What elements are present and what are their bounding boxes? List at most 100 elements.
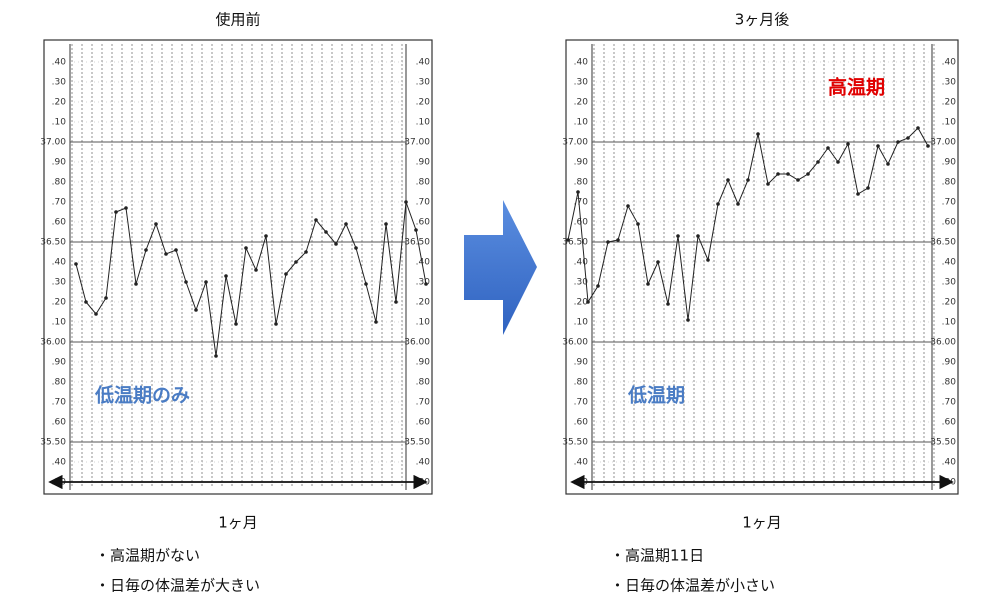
data-point <box>104 296 108 300</box>
y2-tick-label: .60 <box>416 218 431 228</box>
y-tick-label: .60 <box>574 418 589 428</box>
data-point <box>596 284 600 288</box>
x-axis-label: 1ヶ月 <box>742 514 782 532</box>
y-tick-label: .80 <box>52 178 67 188</box>
data-point <box>374 320 378 324</box>
data-point <box>394 300 398 304</box>
data-point <box>716 202 720 206</box>
data-point <box>616 238 620 242</box>
y-tick-label: .10 <box>574 318 589 328</box>
y2-tick-label: .40 <box>416 458 431 468</box>
y2-tick-label: 35.50 <box>930 438 956 448</box>
y2-tick-label: 36.00 <box>930 338 956 348</box>
data-point <box>606 240 610 244</box>
y-tick-label: .20 <box>52 298 67 308</box>
y2-tick-label: .80 <box>942 178 957 188</box>
data-point <box>94 312 98 316</box>
y2-tick-label: 36.50 <box>930 238 956 248</box>
y-tick-label: .40 <box>52 258 67 268</box>
y-tick-label: 36.50 <box>562 238 588 248</box>
y-tick-label: .70 <box>52 398 67 408</box>
note: ・高温期がない <box>95 547 200 565</box>
chart-frame <box>43 39 433 495</box>
note: ・日毎の体温差が大きい <box>95 577 260 595</box>
data-point <box>916 126 920 130</box>
y2-tick-label: .40 <box>416 58 431 68</box>
y-tick-label: .70 <box>52 198 67 208</box>
y-tick-label: 36.00 <box>562 338 588 348</box>
data-point <box>124 206 128 210</box>
y2-tick-label: .20 <box>942 98 957 108</box>
data-point <box>906 136 910 140</box>
data-point <box>384 222 388 226</box>
y2-tick-label: .70 <box>942 398 957 408</box>
y-tick-label: .80 <box>574 178 589 188</box>
data-point <box>776 172 780 176</box>
y-tick-label: .80 <box>574 378 589 388</box>
data-point <box>274 322 278 326</box>
data-point <box>154 222 158 226</box>
y2-tick-label: 36.50 <box>404 238 430 248</box>
y2-tick-label: .60 <box>942 418 957 428</box>
data-point <box>194 308 198 312</box>
y2-tick-label: 37.00 <box>404 138 430 148</box>
data-point <box>144 248 148 252</box>
data-point <box>314 218 318 222</box>
y2-tick-label: .20 <box>942 298 957 308</box>
data-point <box>284 272 288 276</box>
data-point <box>254 268 258 272</box>
data-point <box>846 142 850 146</box>
y2-tick-label: 36.00 <box>404 338 430 348</box>
data-point <box>826 146 830 150</box>
y2-tick-label: .10 <box>942 318 957 328</box>
y2-tick-label: .70 <box>416 198 431 208</box>
data-point <box>686 318 690 322</box>
x-axis-label: 1ヶ月 <box>218 514 258 532</box>
y2-tick-label: .30 <box>416 78 431 88</box>
data-point <box>364 282 368 286</box>
y-tick-label: .20 <box>574 98 589 108</box>
data-point <box>74 262 78 266</box>
y2-tick-label: .60 <box>942 218 957 228</box>
y-tick-label: .90 <box>52 358 67 368</box>
y2-tick-label: .60 <box>416 418 431 428</box>
y-tick-label: 36.00 <box>40 338 66 348</box>
data-point <box>184 280 188 284</box>
annotation: 低温期 <box>627 384 685 407</box>
data-point <box>84 300 88 304</box>
data-point <box>174 248 178 252</box>
y-tick-label: .20 <box>52 98 67 108</box>
data-point <box>234 322 238 326</box>
y2-tick-label: .70 <box>416 398 431 408</box>
y-tick-label: .30 <box>574 278 589 288</box>
y-tick-label: .40 <box>574 58 589 68</box>
data-point <box>676 234 680 238</box>
y-tick-label: .10 <box>574 118 589 128</box>
y-tick-label: .10 <box>52 318 67 328</box>
y-tick-label: .40 <box>52 58 67 68</box>
data-point <box>866 186 870 190</box>
data-point <box>646 282 650 286</box>
data-point <box>164 252 168 256</box>
y-tick-label: .40 <box>574 258 589 268</box>
data-point <box>726 178 730 182</box>
data-point <box>886 162 890 166</box>
data-point <box>344 222 348 226</box>
y-tick-label: .10 <box>52 118 67 128</box>
note: ・高温期11日 <box>610 547 704 565</box>
y2-tick-label: .80 <box>942 378 957 388</box>
y-tick-label: .90 <box>52 158 67 168</box>
y2-tick-label: .90 <box>942 158 957 168</box>
y2-tick-label: 35.50 <box>404 438 430 448</box>
y2-tick-label: .20 <box>416 298 431 308</box>
data-point <box>656 260 660 264</box>
y2-tick-label: 37.00 <box>930 138 956 148</box>
data-point <box>414 228 418 232</box>
y2-tick-label: .30 <box>416 278 431 288</box>
y-tick-label: 35.50 <box>562 438 588 448</box>
data-point <box>796 178 800 182</box>
data-point <box>334 242 338 246</box>
y2-tick-label: .10 <box>942 118 957 128</box>
data-point <box>816 160 820 164</box>
